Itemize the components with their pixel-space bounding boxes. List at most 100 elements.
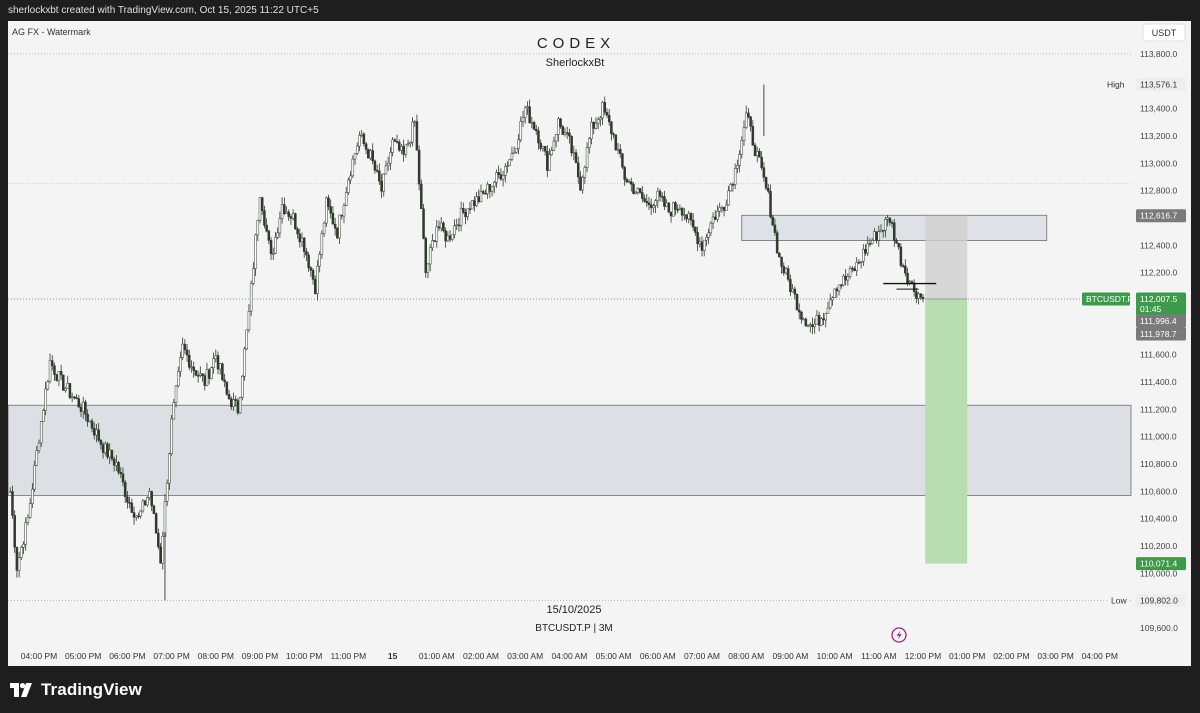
candle-body: [130, 502, 134, 513]
stop-loss-area[interactable]: [925, 215, 968, 299]
candle-body: [795, 293, 799, 311]
candle-body: [307, 254, 310, 268]
high-label[interactable]: High: [1103, 78, 1129, 92]
candle-body: [543, 145, 547, 152]
candle-body: [325, 197, 328, 224]
low-label-bg: [1107, 593, 1129, 607]
tradingview-logo[interactable]: TradingView: [10, 680, 142, 700]
candle-body: [254, 234, 257, 269]
candle-body: [216, 355, 220, 370]
price-tick-label: 113,400.0: [1140, 104, 1177, 114]
candle-body: [550, 150, 553, 155]
time-tick-label: 01:00 PM: [949, 651, 985, 661]
candle-body: [199, 373, 202, 376]
currency-selector[interactable]: USDT: [1142, 23, 1186, 42]
watermark-symbol: BTCUSDT.P | 3M: [535, 623, 612, 634]
candle-body: [747, 112, 750, 118]
candle-body: [583, 167, 587, 178]
target-price-tag[interactable]: 110,071.4: [1136, 557, 1186, 571]
candle-body: [716, 210, 719, 220]
candle-body: [84, 401, 87, 415]
created-by-header: sherlockxbt created with TradingView.com…: [8, 5, 319, 16]
candle-body: [152, 505, 156, 514]
candle-body: [789, 279, 792, 292]
high-label-bg: [1103, 78, 1129, 92]
time-tick-label: 03:00 AM: [507, 651, 543, 661]
low-label[interactable]: Low: [1107, 593, 1129, 607]
candle-body: [824, 313, 828, 321]
candle-body: [81, 401, 85, 412]
candle-body: [373, 160, 377, 171]
candle-body: [893, 222, 896, 241]
candle-body: [194, 370, 198, 376]
symbol-tag[interactable]: BTCUSDT.P: [1082, 292, 1134, 306]
candle-body: [678, 207, 682, 210]
candle-body: [39, 421, 43, 444]
stop-price-tag[interactable]: 112,616.7: [1136, 209, 1186, 223]
candle-body: [466, 208, 469, 218]
candle-body: [355, 145, 359, 154]
candle-body: [128, 502, 131, 504]
candle-body: [347, 179, 350, 193]
candlestick-chart[interactable]: 109,600.0109,800.0110,000.0110,200.0110,…: [8, 21, 1191, 666]
candle-body: [172, 402, 176, 420]
candle-body: [614, 134, 618, 150]
candle-body: [225, 381, 229, 395]
candle-body: [289, 216, 293, 219]
price-tag-3[interactable]: 111,978.7: [1136, 327, 1186, 341]
candle-body: [846, 276, 850, 281]
candle-body: [515, 148, 518, 153]
last-price-tag[interactable]: 112,007.501:45: [1136, 292, 1186, 316]
candle-body: [137, 515, 140, 518]
time-tick-label: 06:00 PM: [109, 651, 145, 661]
candle-body: [28, 503, 32, 518]
candle-body: [884, 219, 887, 231]
candle-body: [800, 311, 803, 320]
candle-body: [236, 400, 240, 414]
candle-body: [185, 349, 189, 356]
candle-body: [402, 146, 405, 155]
candle-body: [804, 318, 808, 327]
candle-body: [908, 281, 911, 284]
low-value-tag[interactable]: 109,802.0: [1136, 593, 1186, 607]
candle-body: [378, 170, 381, 182]
candle-body: [338, 214, 341, 239]
tradingview-brand: TradingView: [41, 680, 142, 699]
candle-body: [353, 153, 357, 160]
take-profit-area[interactable]: [925, 298, 968, 564]
candle-body: [117, 462, 120, 473]
candle-body: [855, 261, 858, 271]
symbol-tag-text: BTCUSDT.P: [1086, 294, 1134, 304]
candle-body: [625, 179, 629, 183]
candle-body: [210, 367, 213, 379]
high-value-tag[interactable]: 113,576.1: [1136, 78, 1186, 92]
candle-body: [397, 141, 401, 151]
lightning-icon[interactable]: [891, 627, 907, 643]
candle-body: [669, 211, 673, 217]
candle-body: [274, 236, 277, 254]
candle-body: [322, 222, 326, 234]
candle-body: [413, 121, 416, 123]
candle-body: [875, 231, 878, 241]
candle-body: [797, 309, 801, 313]
candle-body: [771, 216, 774, 226]
candle-body: [769, 191, 772, 218]
candle-body: [431, 240, 434, 249]
candle-body: [722, 206, 726, 211]
price-tag-2[interactable]: 111,996.4: [1136, 314, 1186, 328]
candle-body: [475, 196, 478, 206]
candle-body: [851, 267, 854, 270]
candle-body: [588, 138, 591, 148]
candle-body: [265, 224, 268, 232]
candle-body: [165, 482, 169, 502]
candle-body: [815, 314, 819, 325]
candle-body: [917, 293, 920, 299]
candle-body: [890, 222, 894, 224]
candle-body: [477, 196, 481, 203]
chart-frame[interactable]: 109,600.0109,800.0110,000.0110,200.0110,…: [8, 21, 1191, 666]
time-tick-label: 01:00 AM: [419, 651, 455, 661]
candle-body: [188, 354, 191, 368]
candle-body: [249, 283, 253, 312]
candle-body: [599, 117, 602, 120]
time-tick-label: 02:00 PM: [993, 651, 1029, 661]
